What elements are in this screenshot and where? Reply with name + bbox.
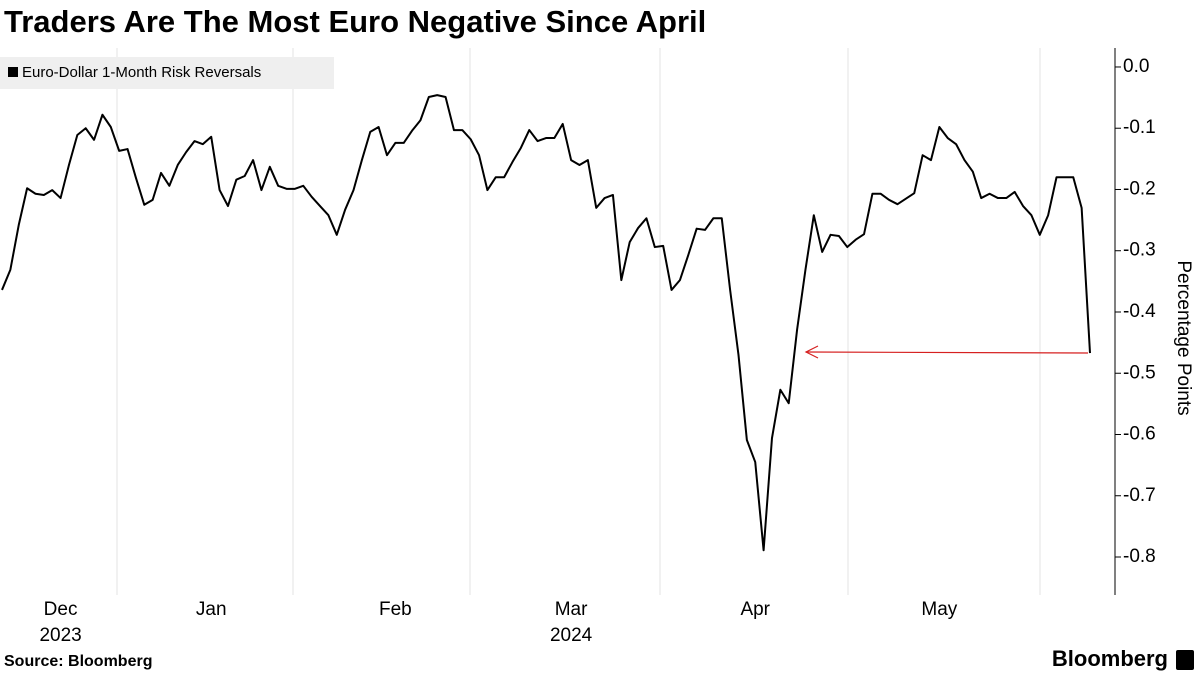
x-tick-label: Mar [555, 599, 588, 620]
y-tick-label: -0.8 [1123, 546, 1156, 567]
y-tick-label: -0.1 [1123, 117, 1156, 138]
brand: Bloomberg [1052, 646, 1168, 671]
y-tick-label: 0.0 [1123, 56, 1149, 77]
y-tick-label: -0.5 [1123, 362, 1156, 383]
y-tick-label: -0.7 [1123, 485, 1156, 506]
source: Source: Bloomberg [4, 653, 152, 670]
arrow-head [804, 345, 819, 359]
y-tick-label: -0.4 [1123, 301, 1156, 322]
x-tick-label: Feb [379, 599, 412, 620]
year-label: 2023 [39, 625, 81, 646]
x-tick-label: Dec [44, 599, 78, 620]
y-tick-label: -0.6 [1123, 424, 1156, 445]
y-axis-label: Percentage Points [1173, 260, 1194, 415]
annotation-arrow [804, 345, 1089, 359]
y-tick-label: -0.3 [1123, 240, 1156, 261]
y-tick-label: -0.2 [1123, 178, 1156, 199]
x-tick-label: Jan [196, 599, 227, 620]
year-label: 2024 [550, 625, 593, 646]
series-line [1, 94, 1091, 552]
arrow-line [805, 351, 1089, 354]
x-tick-label: May [921, 599, 957, 620]
legend-box [0, 57, 334, 89]
chart-title: Traders Are The Most Euro Negative Since… [4, 4, 706, 39]
brand-icon [1176, 650, 1194, 670]
legend-swatch [8, 67, 18, 77]
month-separators [116, 48, 1041, 595]
x-tick-label: Apr [740, 599, 770, 620]
legend-label: Euro-Dollar 1-Month Risk Reversals [22, 64, 261, 81]
